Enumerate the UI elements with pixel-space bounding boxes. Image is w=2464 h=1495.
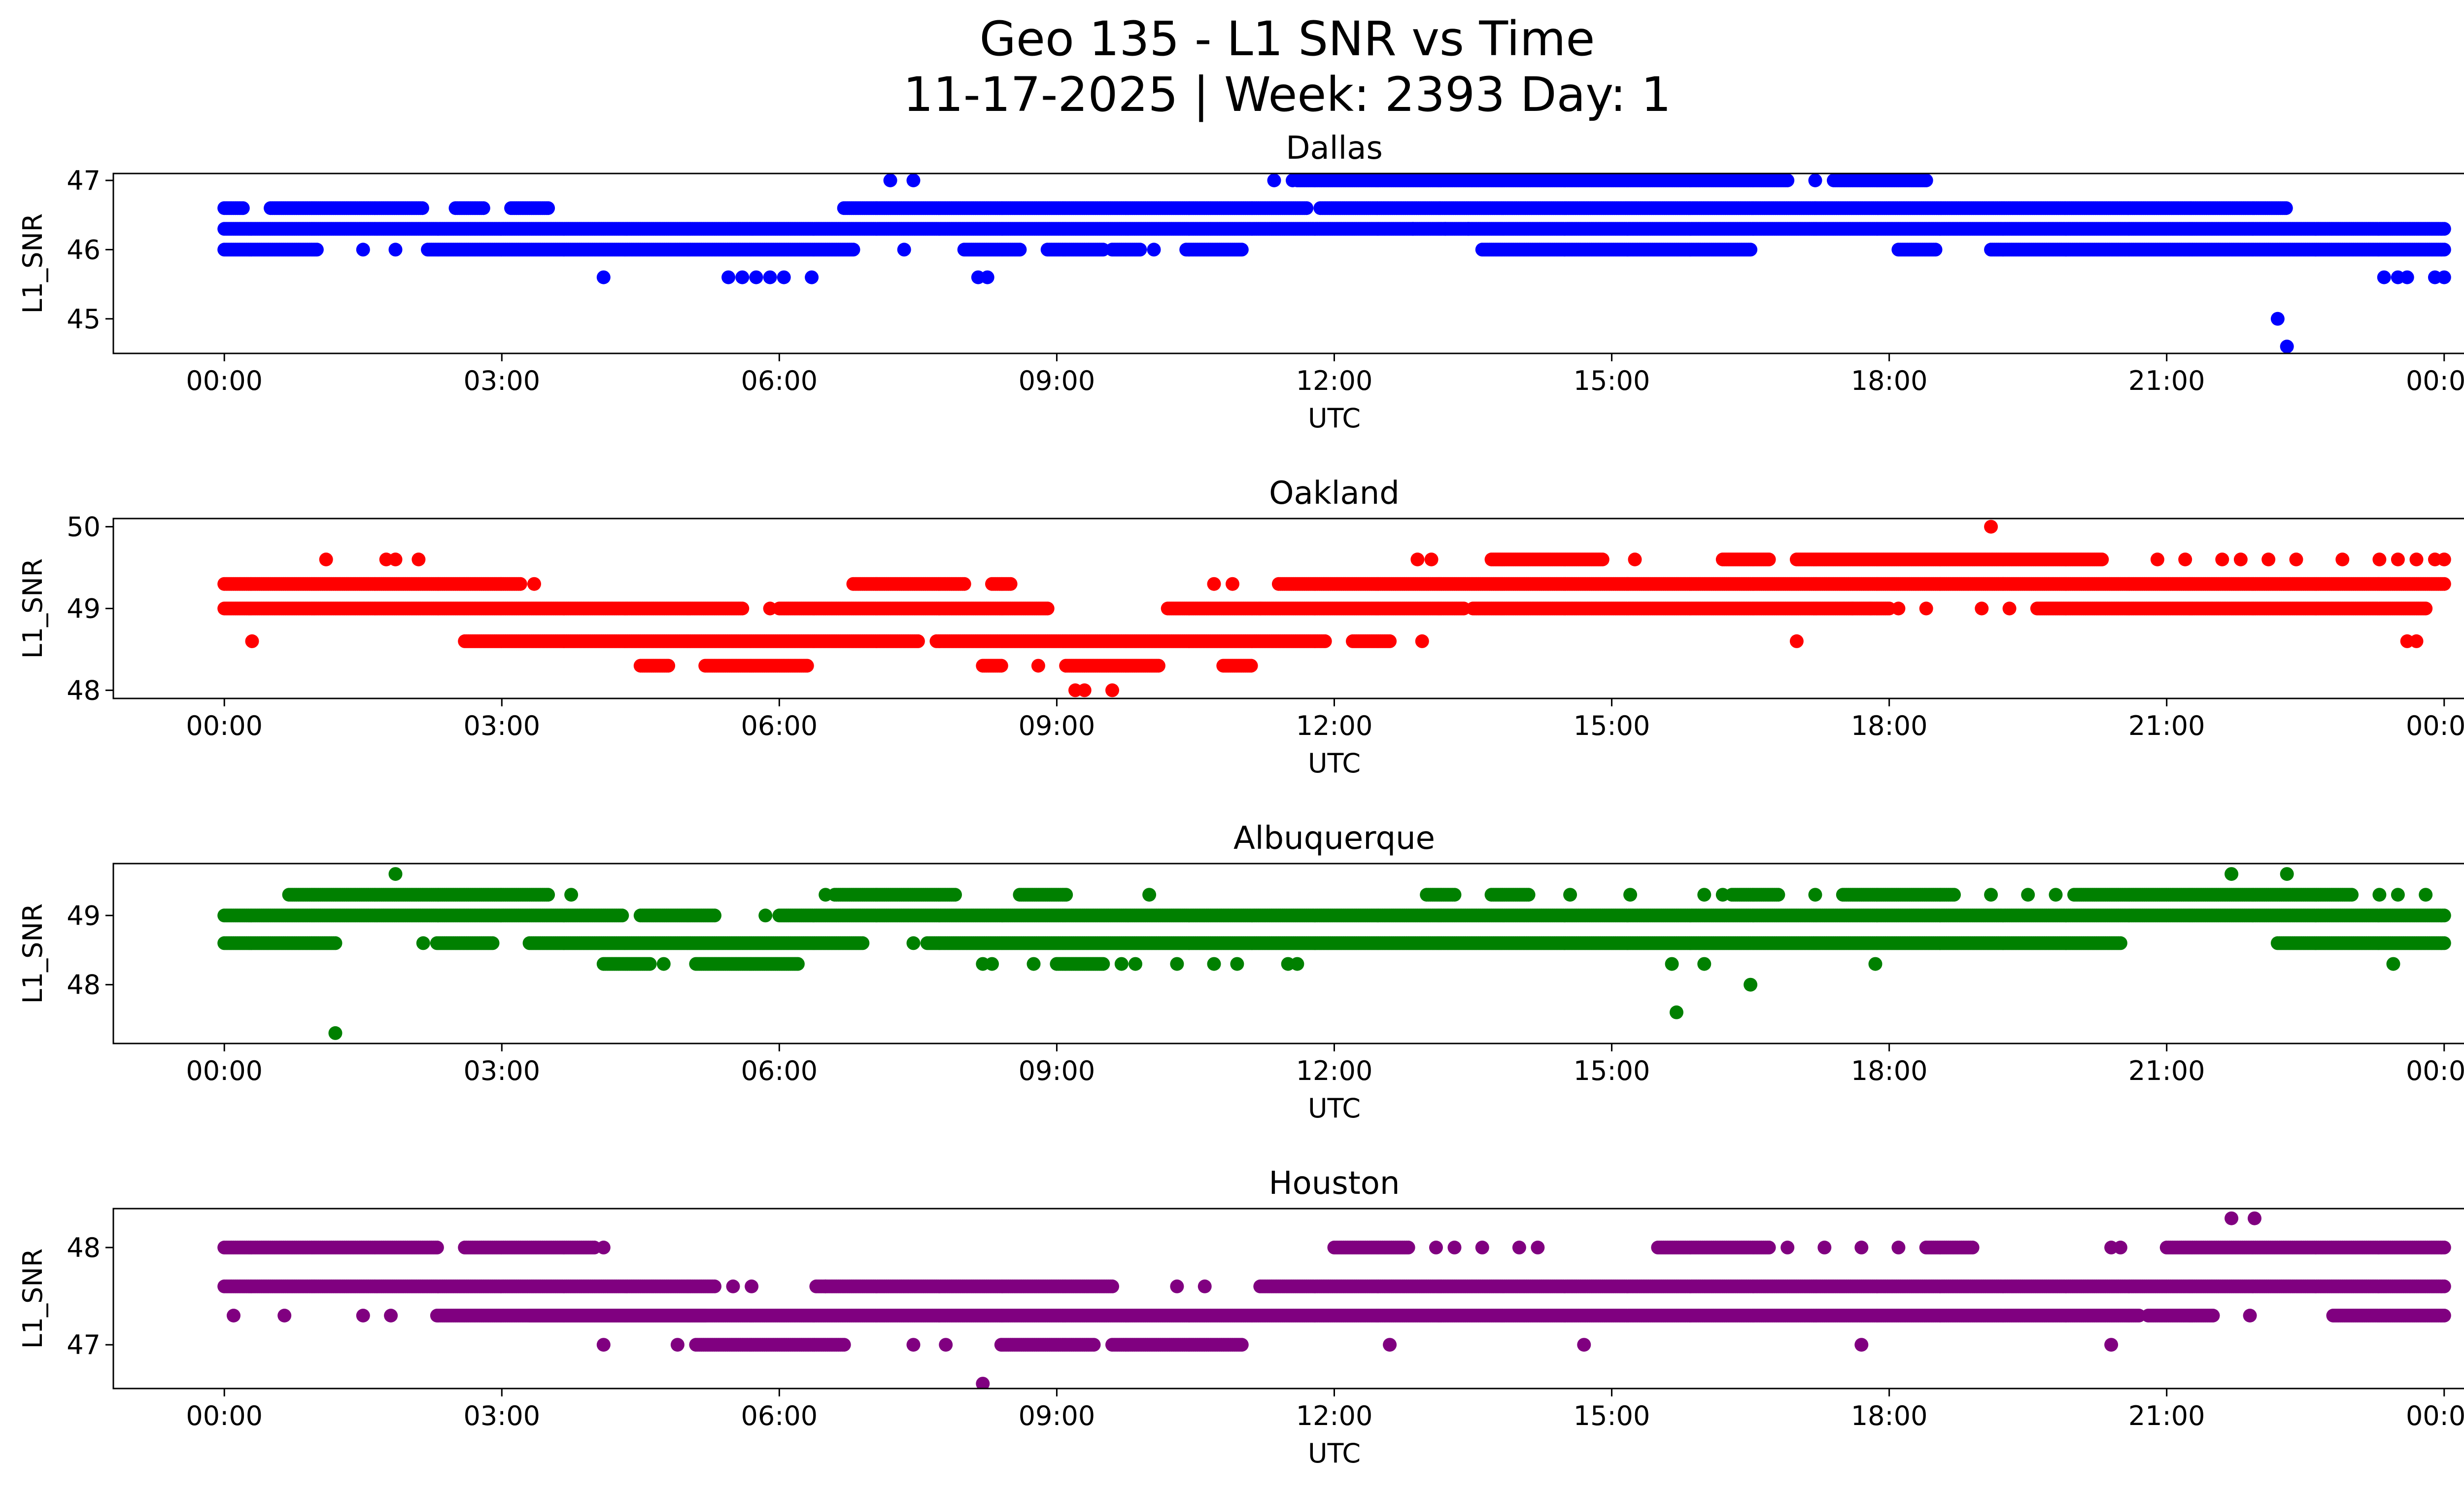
data-point <box>2419 601 2433 616</box>
data-point <box>388 243 403 257</box>
data-point <box>1267 174 1281 187</box>
x-tick-label: 06:00 <box>741 365 818 396</box>
data-point <box>777 270 791 284</box>
data-point <box>1234 243 1249 257</box>
data-point <box>957 577 971 591</box>
data-point <box>2437 222 2451 236</box>
x-tick-label: 15:00 <box>1574 365 1650 396</box>
data-point <box>980 270 994 284</box>
data-point <box>541 201 555 215</box>
data-point <box>236 201 250 215</box>
data-point <box>1040 601 1055 616</box>
data-point <box>721 270 736 284</box>
data-point <box>1744 243 1758 257</box>
data-point <box>2279 201 2293 215</box>
y-tick-label: 46 <box>67 234 101 265</box>
subplot-dallas: Dallas 00:00 03:00 06:00 09:00 12:00 15:00 18:0… <box>17 130 2464 434</box>
data-point <box>749 270 763 284</box>
data-point <box>1003 577 1018 591</box>
data-point <box>2280 340 2294 353</box>
x-tick-label: 03:00 <box>463 365 540 396</box>
data-point <box>846 243 860 257</box>
data-point <box>1438 222 1452 236</box>
data-point <box>1780 174 1795 187</box>
x-tick-label: 12:00 <box>1296 365 1373 396</box>
figure-title-line1: Geo 135 - L1 SNR vs Time <box>980 11 1595 67</box>
data-point <box>513 577 527 591</box>
data-point <box>735 270 750 284</box>
subplot-title: Dallas <box>1286 130 1383 167</box>
data-point <box>1808 174 1822 187</box>
data-point <box>763 270 777 284</box>
data-point <box>596 270 611 284</box>
data-point <box>1406 222 1420 236</box>
scatter-series <box>217 520 2451 697</box>
data-point <box>1919 174 1933 187</box>
x-tick-label: 00:00 <box>186 365 263 396</box>
data-point <box>1013 243 1027 257</box>
data-point <box>2400 270 2414 284</box>
data-point <box>1133 243 1147 257</box>
data-point <box>415 201 429 215</box>
data-point <box>2437 270 2451 284</box>
figure-title-line2: 11-17-2025 | Week: 2393 Day: 1 <box>903 67 1672 123</box>
y-tick-label: 45 <box>67 304 101 335</box>
x-tick-label: 18:00 <box>1851 365 1928 396</box>
data-point <box>309 243 324 257</box>
data-point <box>476 201 490 215</box>
x-tick-label: 00:00 <box>2406 365 2464 396</box>
data-point <box>897 243 911 257</box>
data-point <box>2270 312 2285 326</box>
data-point <box>2377 270 2391 284</box>
data-point <box>1300 201 1314 215</box>
data-point <box>883 174 897 187</box>
x-tick-label: 21:00 <box>2128 365 2205 396</box>
scatter-series <box>217 174 2451 353</box>
data-point <box>805 270 819 284</box>
x-tick-label: 09:00 <box>1019 365 1095 396</box>
data-point <box>735 601 750 616</box>
data-point <box>1147 243 1161 257</box>
plot-frame <box>112 173 2464 354</box>
subplot-title: Oakland <box>1269 475 1400 512</box>
subplot-panels: Dallas 00:00 03:00 06:00 09:00 12:00 15:00 18:0… <box>17 130 2464 1469</box>
y-tick-label: 47 <box>67 165 101 196</box>
data-point <box>1461 222 1475 236</box>
y-axis-label: L1_SNR <box>17 213 48 314</box>
data-point <box>356 243 370 257</box>
x-axis-label: UTC <box>1308 403 1361 434</box>
data-point <box>2437 243 2451 257</box>
data-point <box>1286 174 1300 187</box>
data-point <box>906 174 921 187</box>
data-point <box>1928 243 1943 257</box>
